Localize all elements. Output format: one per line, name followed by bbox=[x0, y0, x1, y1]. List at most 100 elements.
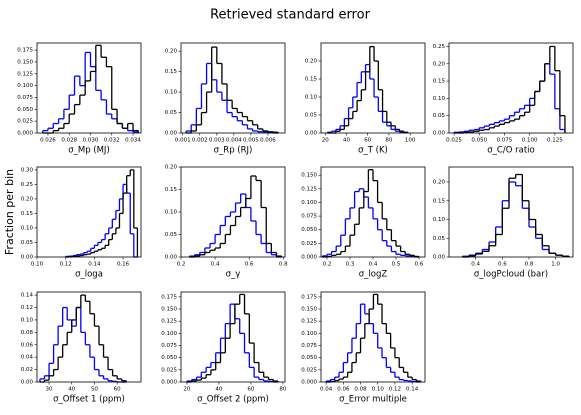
y-tick-label: 0.15 bbox=[433, 79, 446, 85]
y-tick-label: 0.00 bbox=[305, 131, 318, 137]
x-tick-label: 0.12 bbox=[389, 387, 401, 393]
x-tick-label: 40 bbox=[343, 138, 350, 144]
y-tick-label: 0.20 bbox=[165, 49, 178, 55]
y-tick-label: 0.05 bbox=[21, 240, 34, 246]
y-tick-label: 0.00 bbox=[21, 380, 34, 386]
x-tick-label: 0.032 bbox=[104, 138, 120, 144]
y-tick-label: 0.000 bbox=[301, 380, 317, 386]
axes-frame bbox=[320, 42, 426, 134]
x-tick-label: 80 bbox=[385, 138, 392, 144]
x-tick-label: 0.026 bbox=[40, 138, 56, 144]
x-tick-label: 0.028 bbox=[61, 138, 77, 144]
x-axis-label: σ_Offset 1 (ppm) bbox=[53, 395, 125, 405]
y-tick-label: 0.05 bbox=[433, 236, 446, 242]
x-tick-label: 40 bbox=[68, 387, 75, 393]
y-tick-label: 0.02 bbox=[21, 367, 33, 373]
y-tick-label: 0.125 bbox=[161, 319, 177, 325]
x-axis-label: σ_Offset 2 (ppm) bbox=[197, 395, 269, 405]
axes-frame bbox=[180, 291, 286, 383]
y-tick-label: 0.15 bbox=[21, 211, 34, 217]
x-tick-label: 60 bbox=[364, 138, 371, 144]
x-tick-label: 100 bbox=[405, 138, 416, 144]
y-tick-label: 0.075 bbox=[301, 343, 317, 349]
x-tick-label: 0.4 bbox=[369, 262, 378, 268]
y-tick-label: 0.050 bbox=[161, 355, 177, 361]
y-tick-label: 0.00 bbox=[433, 131, 446, 137]
x-tick-label: 0.4 bbox=[471, 262, 480, 268]
y-tick-label: 0.125 bbox=[301, 186, 317, 192]
y-tick-label: 0.175 bbox=[17, 48, 33, 54]
figure-title: Retrieved standard error bbox=[210, 8, 370, 23]
x-tick-label: 0.6 bbox=[415, 262, 424, 268]
x-axis-label: σ_Rp (RJ) bbox=[214, 146, 253, 156]
y-tick-label: 0.125 bbox=[301, 319, 317, 325]
x-tick-label: 0.2 bbox=[323, 262, 332, 268]
x-tick-label: 0.4 bbox=[211, 262, 220, 268]
x-tick-label: 0.10 bbox=[31, 262, 44, 268]
x-tick-label: 0.075 bbox=[497, 138, 513, 144]
x-axis-label: σ_Mp (MJ) bbox=[68, 146, 110, 156]
y-tick-label: 0.100 bbox=[301, 331, 317, 337]
y-tick-label: 0.20 bbox=[433, 61, 446, 67]
x-tick-label: 0.6 bbox=[498, 262, 507, 268]
x-tick-label: 0.050 bbox=[471, 138, 487, 144]
y-tick-label: 0.050 bbox=[301, 227, 317, 233]
y-tick-label: 0.12 bbox=[21, 305, 33, 311]
y-tick-label: 0.175 bbox=[161, 294, 177, 300]
y-tick-label: 0.000 bbox=[301, 255, 317, 261]
x-tick-label: 0.14 bbox=[88, 262, 101, 268]
x-tick-label: 0.125 bbox=[547, 138, 563, 144]
y-tick-label: 0.05 bbox=[305, 113, 318, 119]
y-tick-label: 0.08 bbox=[21, 330, 34, 336]
y-tick-label: 0.150 bbox=[301, 307, 317, 313]
y-tick-label: 0.075 bbox=[301, 214, 317, 220]
axes-frame bbox=[448, 166, 574, 258]
y-tick-label: 0.100 bbox=[17, 83, 33, 89]
x-tick-label: 0.005 bbox=[243, 138, 259, 144]
y-tick-label: 0.05 bbox=[165, 110, 178, 116]
x-tick-label: 40 bbox=[215, 387, 222, 393]
x-tick-label: 0.10 bbox=[372, 387, 385, 393]
y-tick-label: 0.04 bbox=[21, 355, 34, 361]
y-tick-label: 0.025 bbox=[301, 367, 317, 373]
y-tick-label: 0.25 bbox=[433, 44, 446, 50]
x-tick-label: 0.12 bbox=[60, 262, 72, 268]
y-tick-label: 0.150 bbox=[161, 307, 177, 313]
y-tick-label: 0.20 bbox=[305, 59, 318, 65]
x-axis-label: σ_γ bbox=[226, 270, 241, 280]
x-tick-label: 80 bbox=[279, 387, 286, 393]
y-tick-label: 0.075 bbox=[17, 95, 33, 101]
x-tick-label: 60 bbox=[114, 387, 121, 393]
y-tick-label: 0.05 bbox=[165, 232, 178, 238]
y-tick-label: 0.06 bbox=[21, 342, 34, 348]
y-tick-label: 0.10 bbox=[21, 317, 34, 323]
x-tick-label: 0.3 bbox=[346, 262, 355, 268]
x-tick-label: 0.006 bbox=[260, 138, 276, 144]
x-tick-label: 0.004 bbox=[226, 138, 242, 144]
x-axis-label: σ_C/O ratio bbox=[487, 146, 534, 156]
y-tick-label: 0.00 bbox=[433, 255, 446, 261]
y-tick-label: 0.000 bbox=[17, 131, 33, 137]
y-tick-label: 0.100 bbox=[161, 331, 177, 337]
x-tick-label: 0.16 bbox=[117, 262, 130, 268]
y-tick-label: 0.025 bbox=[17, 119, 33, 125]
x-tick-label: 0.14 bbox=[406, 387, 419, 393]
y-tick-label: 0.15 bbox=[165, 69, 178, 75]
y-tick-label: 0.10 bbox=[305, 95, 318, 101]
axes-frame bbox=[448, 42, 574, 134]
x-tick-label: 0.06 bbox=[337, 387, 350, 393]
x-tick-label: 0.04 bbox=[320, 387, 333, 393]
y-tick-label: 0.20 bbox=[21, 196, 34, 202]
x-tick-label: 0.025 bbox=[446, 138, 462, 144]
axes-frame bbox=[36, 42, 142, 134]
x-tick-label: 20 bbox=[322, 138, 329, 144]
y-tick-label: 0.025 bbox=[161, 367, 177, 373]
y-tick-label: 0.10 bbox=[433, 96, 446, 102]
x-axis-label: σ_logZ bbox=[359, 270, 388, 280]
x-tick-label: 0.6 bbox=[245, 262, 254, 268]
y-tick-label: 0.050 bbox=[17, 107, 33, 113]
x-tick-label: 1.0 bbox=[551, 262, 560, 268]
x-tick-label: 30 bbox=[46, 387, 53, 393]
x-axis-label: σ_loga bbox=[75, 270, 103, 280]
